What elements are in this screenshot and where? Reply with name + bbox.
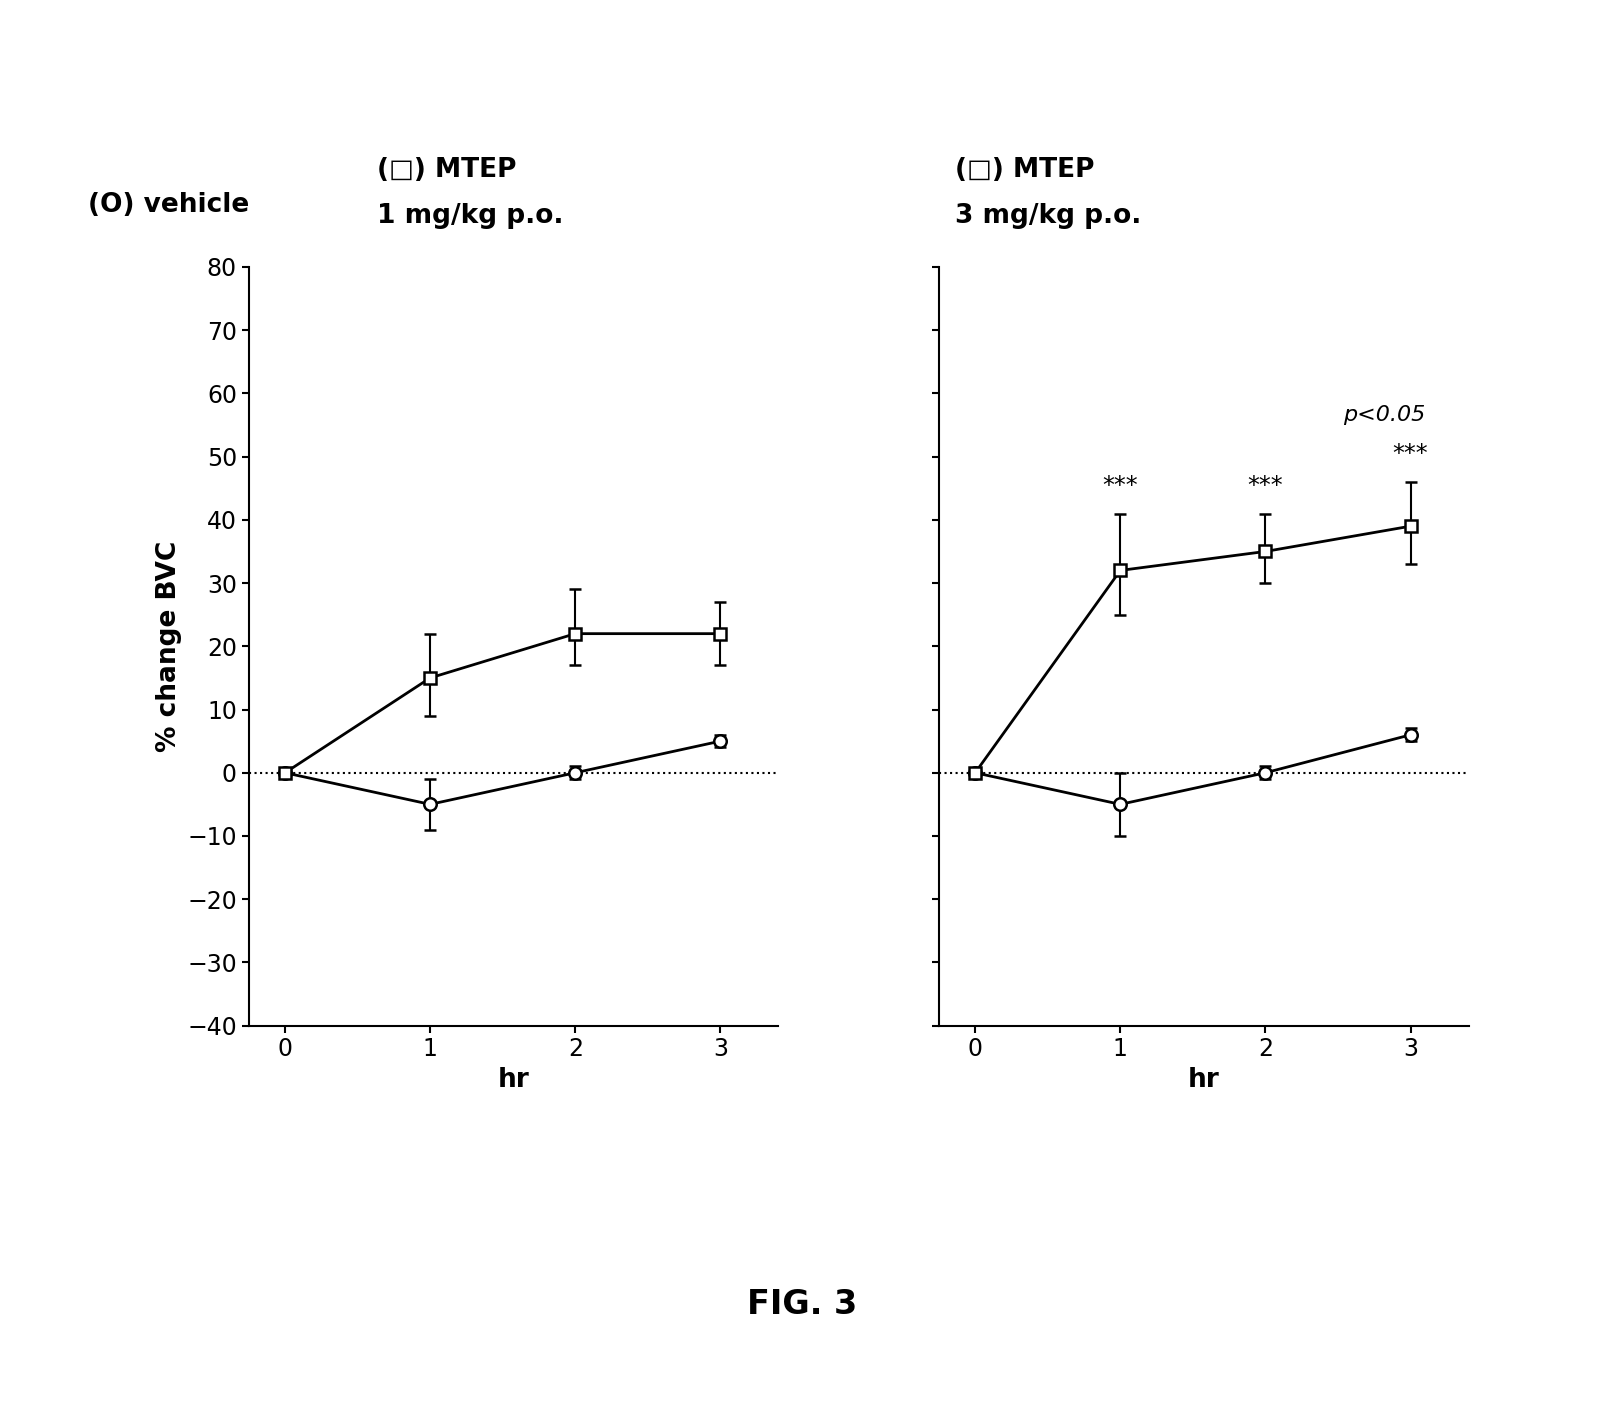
- Text: 3 mg/kg p.o.: 3 mg/kg p.o.: [955, 202, 1141, 229]
- X-axis label: hr: hr: [498, 1066, 530, 1093]
- Text: (O) vehicle: (O) vehicle: [88, 191, 249, 218]
- Text: ***: ***: [1103, 473, 1138, 497]
- Text: (□) MTEP: (□) MTEP: [377, 156, 517, 183]
- Text: 1 mg/kg p.o.: 1 mg/kg p.o.: [377, 202, 563, 229]
- X-axis label: hr: hr: [1188, 1066, 1220, 1093]
- Text: ***: ***: [1393, 443, 1428, 466]
- Y-axis label: % change BVC: % change BVC: [156, 541, 181, 752]
- Text: ***: ***: [1247, 473, 1284, 497]
- Text: p<0.05: p<0.05: [1343, 405, 1425, 424]
- Text: FIG. 3: FIG. 3: [748, 1288, 857, 1321]
- Text: (□) MTEP: (□) MTEP: [955, 156, 1095, 183]
